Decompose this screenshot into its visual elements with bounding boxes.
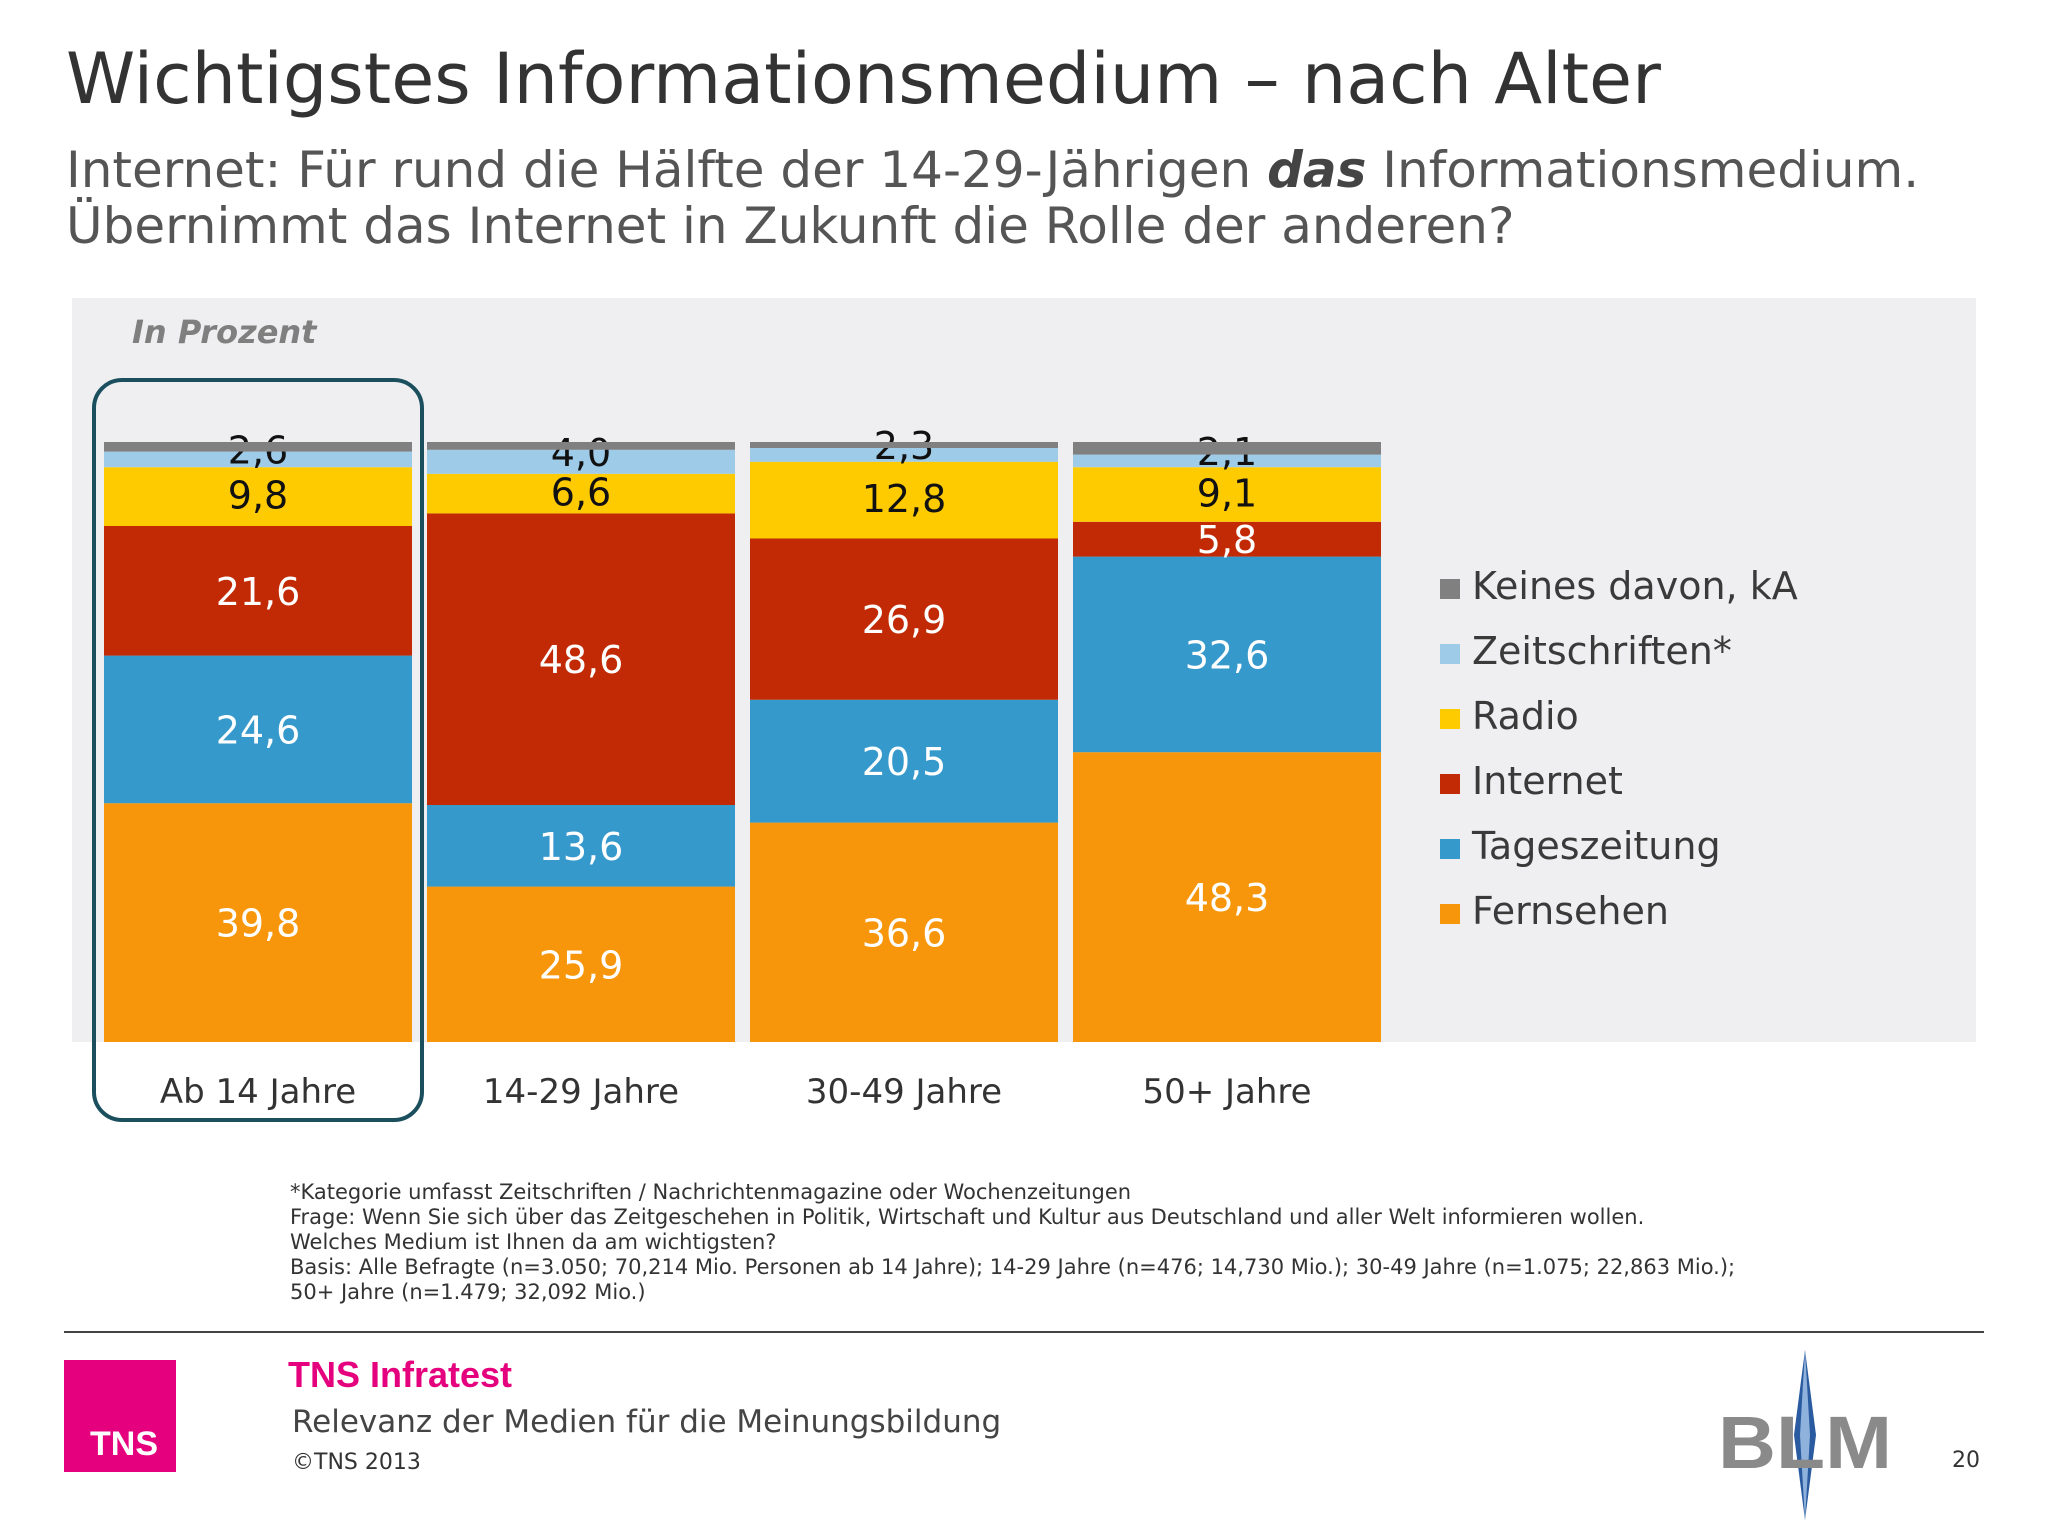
bar-segment [1073,556,1381,753]
blm-logo-text: BLM [1718,1401,1892,1484]
bar-segment [104,451,412,468]
data-label: 26,9 [862,598,947,642]
legend-swatch [1440,904,1460,924]
bar-segment [750,699,1058,823]
legend-swatch [1440,839,1460,859]
legend-label: Radio [1472,694,1579,738]
data-label: 24,6 [216,708,301,752]
bar-segment [104,803,412,1042]
bar-segment [750,447,1058,462]
bar-segment [1073,521,1381,557]
footnote-line: Basis: Alle Befragte (n=3.050; 70,214 Mi… [290,1255,1736,1279]
data-label: 48,6 [539,638,624,682]
bar-segment [750,442,1058,448]
highlight-outline [92,378,424,1122]
data-label: 39,8 [216,902,301,946]
data-label: 13,6 [539,825,624,869]
legend-swatch [1440,774,1460,794]
bar-segment [1073,454,1381,468]
subtitle-line-1: Internet: Für rund die Hälfte der 14-29-… [66,142,1919,198]
data-label: 48,3 [1185,876,1270,920]
bar-segment [104,655,412,804]
page-title: Wichtigstes Informationsmedium – nach Al… [66,38,1661,120]
page-number: 20 [1952,1448,1980,1473]
data-label: 4,0 [551,431,611,475]
bar-segment [104,526,412,656]
report-title: Relevanz der Medien für die Meinungsbild… [292,1404,1002,1440]
category-label: Ab 14 Jahre [160,1072,356,1112]
tns-logo-text: TNS [90,1425,158,1463]
bar-segment [427,442,735,450]
bar-segment [104,467,412,526]
category-label: 50+ Jahre [1142,1072,1311,1112]
data-label: 9,8 [228,474,288,518]
bar-segment [427,805,735,887]
page-subtitle: Internet: Für rund die Hälfte der 14-29-… [66,142,1919,254]
legend-label: Fernsehen [1472,889,1669,933]
blm-logo: BLM [1718,1350,1892,1520]
subtitle-emphasis: das [1267,141,1367,199]
legend-label: Zeitschriften* [1472,629,1732,673]
bar-segment [427,473,735,514]
footnote-line: Welches Medium ist Ihnen da am wichtigst… [290,1230,777,1254]
unit-label: In Prozent [132,313,318,351]
legend-swatch [1440,644,1460,664]
data-label: 9,1 [1197,472,1257,516]
footnote-line: *Kategorie umfasst Zeitschriften / Nachr… [290,1180,1132,1204]
footnote-line: Frage: Wenn Sie sich über das Zeitgesche… [290,1205,1645,1229]
legend-label: Tageszeitung [1471,824,1721,868]
data-label: 25,9 [539,943,624,987]
footnotes: *Kategorie umfasst Zeitschriften / Nachr… [290,1180,1735,1305]
data-label: 21,6 [216,570,301,614]
data-label: 32,6 [1185,633,1270,677]
copyright: ©TNS 2013 [292,1450,421,1475]
data-label: 36,6 [862,911,947,955]
subtitle-line-2: Übernimmt das Internet in Zukunft die Ro… [66,197,1515,255]
bar-segment [1073,442,1381,455]
legend-swatch [1440,709,1460,729]
subtitle-text: Internet: Für rund die Hälfte der 14-29-… [66,141,1268,199]
footer-divider [64,1331,1984,1333]
data-label: 20,5 [862,740,947,784]
legend-swatch [1440,579,1460,599]
bar-segment [1073,752,1381,1042]
bar-segment [750,822,1058,1042]
tns-logo: TNS [64,1360,176,1472]
bar-segment [1073,467,1381,522]
bar-segment [427,513,735,805]
company-name: TNS Infratest [288,1354,513,1395]
legend-label: Keines davon, kA [1472,564,1798,608]
data-label: 6,6 [551,471,611,515]
footnote-line: 50+ Jahre (n=1.479; 32,092 Mio.) [290,1280,646,1304]
legend-label: Internet [1472,759,1623,803]
bar-segment [750,538,1058,700]
data-label: 5,8 [1197,518,1257,562]
category-label: 14-29 Jahre [483,1072,679,1112]
bar-segment [427,886,735,1042]
category-label: 30-49 Jahre [806,1072,1002,1112]
bar-segment [104,442,412,452]
bar-segment [427,449,735,474]
bar-segment [750,461,1058,539]
subtitle-text-end: Informationsmedium. [1366,141,1920,199]
data-label: 12,8 [862,477,947,521]
